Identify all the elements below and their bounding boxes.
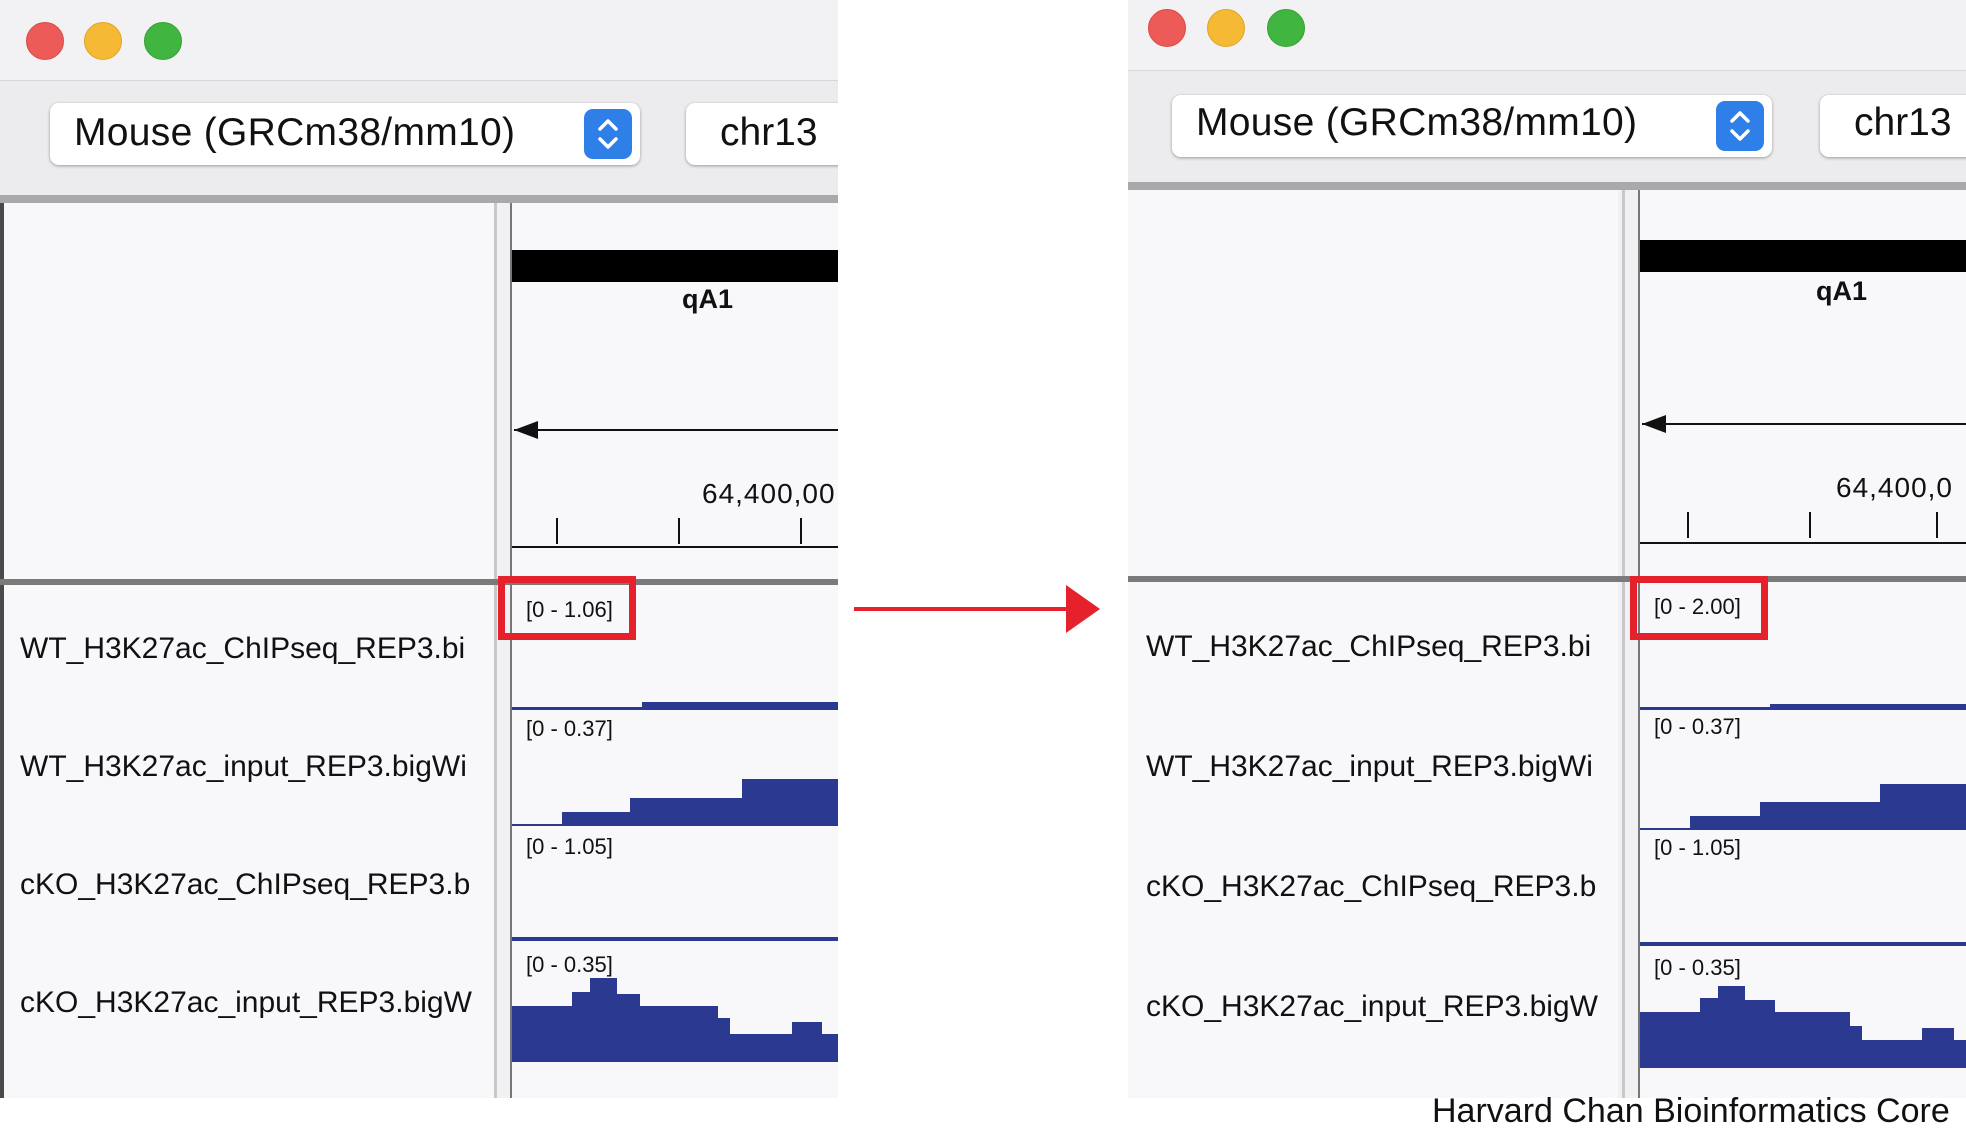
chromosome-ideogram[interactable] [1640, 240, 1966, 272]
zoom-light[interactable] [1267, 9, 1305, 47]
signal-wt-chipseq[interactable] [512, 690, 838, 710]
header-name-panel [0, 203, 494, 583]
panel-divider-edge [1638, 190, 1640, 1098]
ruler-tick [800, 518, 802, 544]
igv-window-before: Mouse (GRCm38/mm10) chr13 qA1 64,400,00 … [0, 0, 838, 1098]
track-name-cko-chipseq[interactable]: cKO_H3K27ac_ChIPseq_REP3.b [20, 868, 471, 901]
toolbar: Mouse (GRCm38/mm10) chr13 [0, 80, 838, 196]
data-range-wt-input: [0 - 0.37] [1654, 714, 1741, 739]
track-name-wt-input[interactable]: WT_H3K27ac_input_REP3.bigWi [20, 750, 467, 783]
position-label: 64,400,0 [1836, 472, 1953, 503]
title-bar [0, 0, 838, 78]
credit-text: Harvard Chan Bioinformatics Core [1432, 1092, 1950, 1130]
data-range-cko-chipseq: [0 - 1.05] [526, 834, 613, 859]
highlight-data-range [1630, 576, 1768, 640]
minimize-light[interactable] [1207, 9, 1245, 47]
title-bar [1128, 0, 1966, 70]
chromosome-field-value: chr13 [720, 111, 818, 154]
chromosome-ideogram[interactable] [512, 250, 838, 282]
position-label: 64,400,00 [702, 478, 836, 509]
cytoband-label: qA1 [682, 284, 734, 314]
close-light[interactable] [26, 22, 64, 60]
data-range-cko-input: [0 - 0.35] [1654, 955, 1741, 980]
panel-divider-edge [510, 203, 512, 1098]
ruler-tick [1809, 512, 1811, 538]
igv-window-after: Mouse (GRCm38/mm10) chr13 qA1 64,400,0 W… [1128, 0, 1966, 1098]
track-name-wt-chipseq[interactable]: WT_H3K27ac_ChIPseq_REP3.bi [1146, 630, 1592, 663]
panel-divider[interactable] [494, 203, 497, 1098]
signal-wt-input[interactable] [1640, 780, 1966, 830]
ruler-baseline [1640, 542, 1966, 544]
header-name-panel [1128, 190, 1618, 578]
signal-wt-chipseq[interactable] [1640, 690, 1966, 710]
genome-selector[interactable]: Mouse (GRCm38/mm10) [50, 103, 640, 165]
header-track-separator[interactable] [1128, 576, 1966, 582]
gene-line [514, 429, 838, 431]
track-name-cko-input[interactable]: cKO_H3K27ac_input_REP3.bigW [1146, 990, 1598, 1023]
ruler-tick [678, 518, 680, 544]
track-name-cko-input[interactable]: cKO_H3K27ac_input_REP3.bigW [20, 986, 472, 1019]
toolbar: Mouse (GRCm38/mm10) chr13 [1128, 70, 1966, 183]
ruler-tick [1936, 512, 1938, 538]
data-range-wt-chipseq: [0 - 2.00] [1654, 594, 1741, 619]
track-name-cko-chipseq[interactable]: cKO_H3K27ac_ChIPseq_REP3.b [1146, 870, 1597, 903]
toolbar-divider [1128, 182, 1966, 190]
track-name-panel [0, 585, 494, 1098]
close-light[interactable] [1148, 9, 1186, 47]
signal-cko-input[interactable] [512, 978, 838, 1062]
transition-arrow-icon [854, 585, 1100, 633]
genome-selector-value: Mouse (GRCm38/mm10) [74, 111, 516, 154]
signal-cko-input[interactable] [1640, 986, 1966, 1068]
signal-wt-input[interactable] [512, 776, 838, 826]
data-range-cko-input: [0 - 0.35] [526, 952, 613, 977]
zoom-light[interactable] [144, 22, 182, 60]
track-name-panel [1128, 582, 1618, 1098]
minimize-light[interactable] [84, 22, 122, 60]
signal-cko-chipseq[interactable] [512, 935, 838, 945]
signal-cko-chipseq[interactable] [1640, 940, 1966, 950]
toolbar-divider [0, 195, 838, 203]
cytoband-label: qA1 [1816, 276, 1868, 306]
genome-selector[interactable]: Mouse (GRCm38/mm10) [1172, 95, 1772, 157]
data-range-wt-chipseq: [0 - 1.06] [526, 597, 613, 622]
chromosome-field[interactable]: chr13 [1820, 95, 1966, 157]
track-name-wt-chipseq[interactable]: WT_H3K27ac_ChIPseq_REP3.bi [20, 632, 466, 665]
track-name-wt-input[interactable]: WT_H3K27ac_input_REP3.bigWi [1146, 750, 1593, 783]
header-track-separator[interactable] [0, 579, 838, 585]
gene-line [1642, 423, 1966, 425]
ruler-baseline [512, 546, 838, 548]
stepper-chevrons-icon[interactable] [584, 109, 632, 159]
stepper-chevrons-icon[interactable] [1716, 101, 1764, 151]
ruler-tick [556, 518, 558, 544]
genome-selector-value: Mouse (GRCm38/mm10) [1196, 101, 1638, 144]
ruler-tick [1687, 512, 1689, 538]
highlight-data-range [498, 576, 636, 640]
data-range-cko-chipseq: [0 - 1.05] [1654, 835, 1741, 860]
panel-divider[interactable] [1622, 190, 1625, 1098]
chromosome-field[interactable]: chr13 [686, 103, 838, 165]
data-range-wt-input: [0 - 0.37] [526, 716, 613, 741]
chromosome-field-value: chr13 [1854, 101, 1952, 144]
